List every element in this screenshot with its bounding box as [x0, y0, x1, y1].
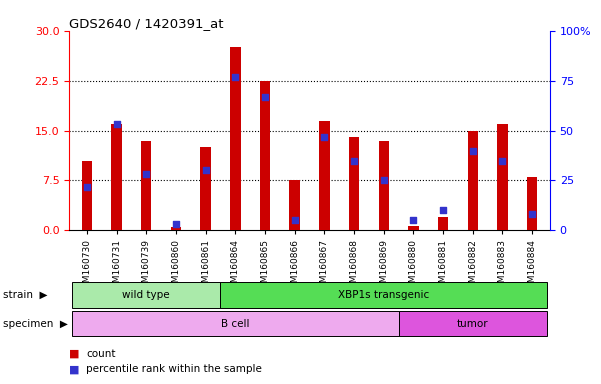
Bar: [82, 161, 92, 230]
Text: strain  ▶: strain ▶: [3, 290, 47, 300]
Point: [141, 171, 151, 177]
Bar: [260, 81, 270, 230]
Text: B cell: B cell: [221, 318, 249, 329]
Point: [290, 217, 299, 223]
Bar: [527, 177, 537, 230]
Text: ■: ■: [69, 349, 79, 359]
Bar: [221, 282, 547, 308]
Text: count: count: [86, 349, 115, 359]
Bar: [111, 124, 122, 230]
Bar: [468, 131, 478, 230]
Bar: [201, 147, 211, 230]
Bar: [398, 311, 547, 336]
Bar: [141, 141, 151, 230]
Text: wild type: wild type: [123, 290, 170, 300]
Point: [438, 207, 448, 214]
Text: GDS2640 / 1420391_at: GDS2640 / 1420391_at: [69, 17, 224, 30]
Point: [468, 147, 478, 154]
Point: [379, 177, 388, 184]
Text: tumor: tumor: [457, 318, 489, 329]
Bar: [408, 226, 418, 230]
Text: specimen  ▶: specimen ▶: [3, 318, 68, 329]
Bar: [72, 282, 221, 308]
Point: [112, 121, 121, 127]
Point: [320, 134, 329, 140]
Bar: [171, 227, 181, 230]
Point: [498, 157, 507, 164]
Point: [171, 221, 181, 227]
Point: [260, 94, 270, 100]
Point: [349, 157, 359, 164]
Point: [82, 184, 92, 190]
Bar: [379, 141, 389, 230]
Point: [231, 74, 240, 80]
Point: [409, 217, 418, 223]
Text: XBP1s transgenic: XBP1s transgenic: [338, 290, 429, 300]
Bar: [497, 124, 508, 230]
Bar: [349, 137, 359, 230]
Bar: [230, 47, 240, 230]
Bar: [72, 311, 398, 336]
Text: percentile rank within the sample: percentile rank within the sample: [86, 364, 262, 374]
Bar: [290, 180, 300, 230]
Bar: [438, 217, 448, 230]
Point: [527, 211, 537, 217]
Point: [201, 167, 210, 174]
Text: ■: ■: [69, 364, 79, 374]
Bar: [319, 121, 329, 230]
